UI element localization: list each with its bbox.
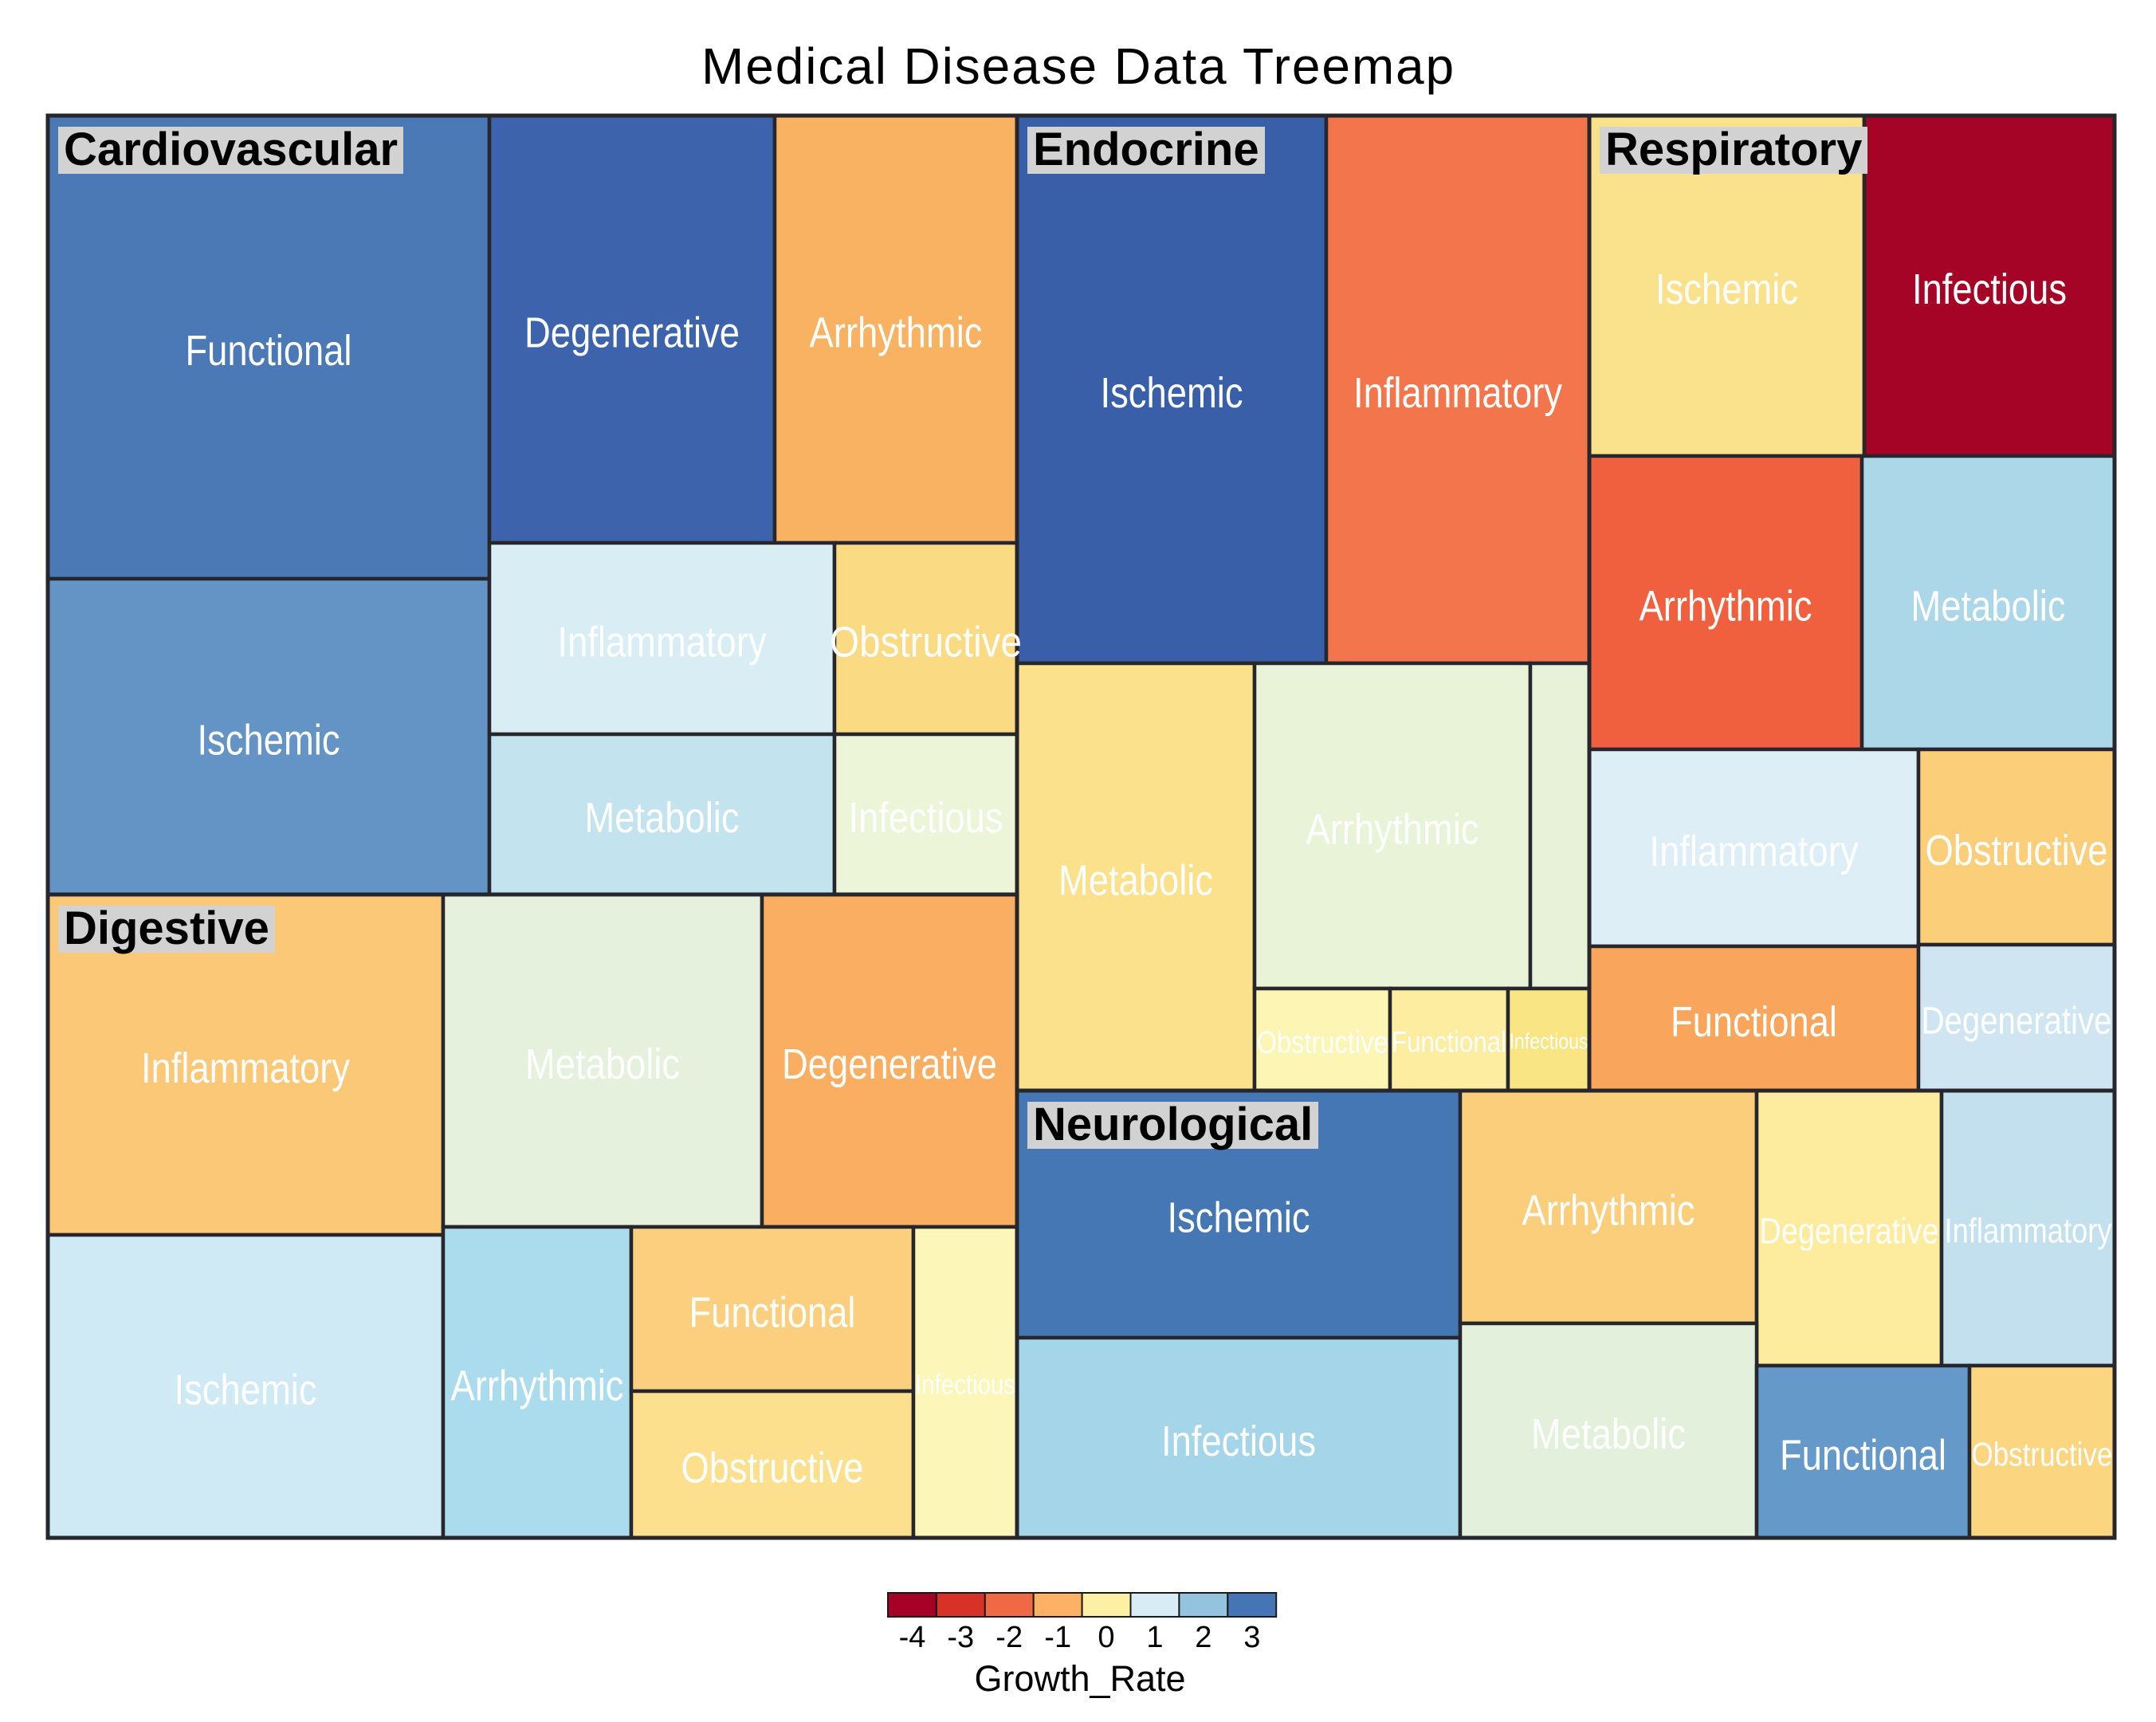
svg-text:Functional: Functional [1392, 1025, 1506, 1059]
svg-text:Ischemic: Ischemic [1101, 369, 1243, 417]
svg-text:Functional: Functional [1780, 1432, 1946, 1480]
svg-text:Neurological: Neurological [1033, 1099, 1313, 1150]
svg-text:Inflammatory: Inflammatory [1353, 369, 1562, 417]
svg-text:Inflammatory: Inflammatory [141, 1044, 350, 1092]
svg-text:Infectious: Infectious [915, 1370, 1015, 1401]
svg-text:Ischemic: Ischemic [1168, 1194, 1310, 1242]
svg-text:Obstructive: Obstructive [1972, 1436, 2113, 1473]
svg-text:-2: -2 [996, 1621, 1023, 1654]
svg-text:-1: -1 [1044, 1621, 1071, 1654]
svg-text:2: 2 [1195, 1621, 1212, 1654]
svg-text:Metabolic: Metabolic [525, 1040, 680, 1088]
svg-text:Ischemic: Ischemic [198, 717, 340, 765]
svg-text:Arrhythmic: Arrhythmic [1522, 1187, 1695, 1235]
svg-text:Inflammatory: Inflammatory [1945, 1213, 2112, 1251]
svg-text:Degenerative: Degenerative [524, 309, 740, 357]
svg-text:Ischemic: Ischemic [175, 1366, 317, 1414]
svg-text:Degenerative: Degenerative [1922, 1001, 2112, 1043]
svg-text:Arrhythmic: Arrhythmic [1640, 583, 1812, 631]
svg-text:Functional: Functional [689, 1289, 856, 1337]
svg-text:Obstructive: Obstructive [1257, 1025, 1388, 1060]
svg-text:Obstructive: Obstructive [681, 1445, 864, 1492]
svg-text:Degenerative: Degenerative [1760, 1210, 1939, 1251]
svg-text:-4: -4 [899, 1621, 926, 1654]
svg-text:Infectious: Infectious [1510, 1029, 1589, 1054]
svg-text:Inflammatory: Inflammatory [558, 619, 767, 666]
svg-text:Metabolic: Metabolic [585, 794, 740, 842]
svg-text:Growth_Rate: Growth_Rate [974, 1658, 1185, 1699]
svg-text:Obstructive: Obstructive [1926, 827, 2108, 875]
svg-text:Functional: Functional [1671, 998, 1837, 1046]
svg-text:Cardiovascular: Cardiovascular [64, 124, 398, 175]
svg-text:Infectious: Infectious [1912, 265, 2067, 313]
svg-text:Arrhythmic: Arrhythmic [810, 309, 983, 357]
svg-text:Endocrine: Endocrine [1033, 124, 1259, 175]
svg-text:Medical Disease Data Treemap: Medical Disease Data Treemap [701, 37, 1455, 95]
svg-text:3: 3 [1243, 1621, 1260, 1654]
svg-text:Respiratory: Respiratory [1605, 124, 1862, 175]
svg-text:Metabolic: Metabolic [1531, 1410, 1686, 1458]
svg-text:Metabolic: Metabolic [1058, 857, 1213, 905]
svg-text:Metabolic: Metabolic [1911, 583, 2066, 631]
svg-text:0: 0 [1098, 1621, 1114, 1654]
svg-text:Arrhythmic: Arrhythmic [451, 1362, 624, 1410]
svg-text:Arrhythmic: Arrhythmic [1306, 806, 1479, 854]
svg-text:Functional: Functional [186, 327, 352, 375]
svg-text:Obstructive: Obstructive [830, 619, 1022, 666]
svg-text:Infectious: Infectious [849, 794, 1003, 842]
svg-text:Inflammatory: Inflammatory [1650, 828, 1859, 875]
svg-text:Degenerative: Degenerative [782, 1040, 997, 1088]
svg-text:Ischemic: Ischemic [1655, 265, 1798, 313]
svg-text:1: 1 [1146, 1621, 1163, 1654]
svg-text:Infectious: Infectious [1161, 1417, 1316, 1465]
svg-text:Digestive: Digestive [64, 902, 269, 954]
svg-text:-3: -3 [947, 1621, 974, 1654]
